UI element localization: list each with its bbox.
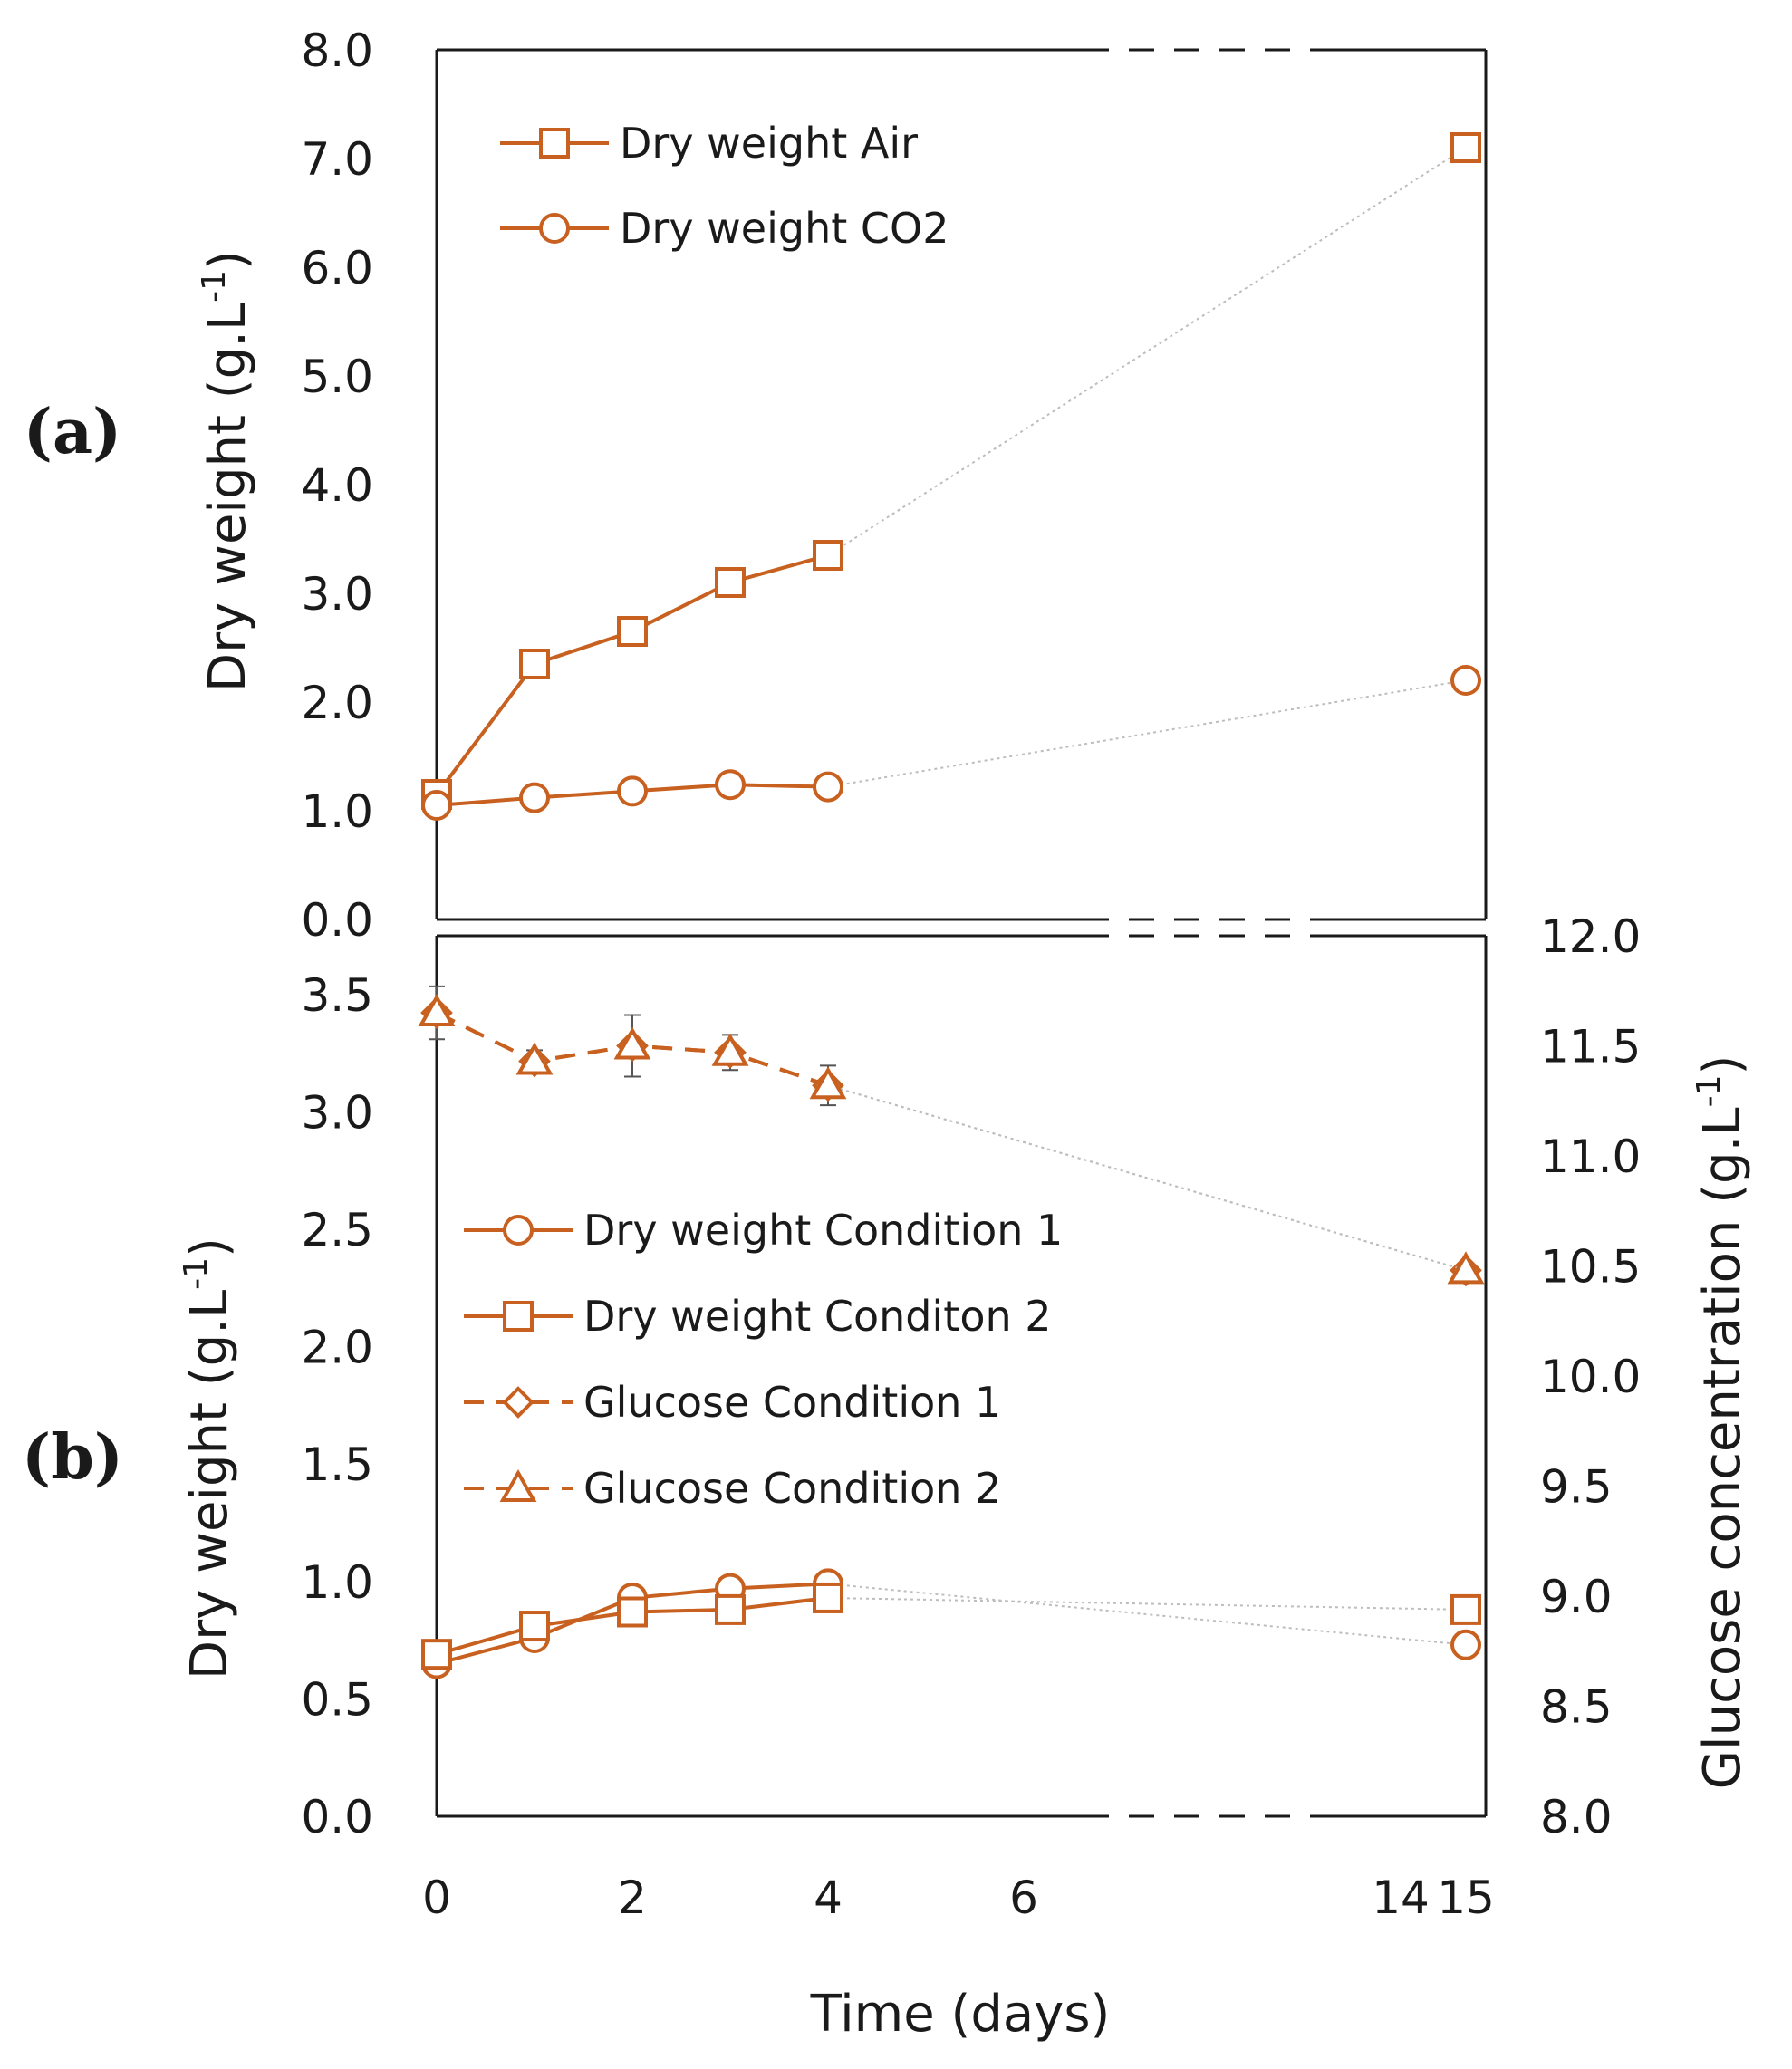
data-point-b1-2 bbox=[617, 1596, 648, 1628]
data-point-b1-4 bbox=[813, 1582, 843, 1613]
legend-label-2: Glucose Condition 1 bbox=[583, 1378, 1001, 1427]
series-line-a0 bbox=[435, 553, 829, 796]
x-tick-label-3: 6 bbox=[1009, 1872, 1038, 1924]
x-tick-label-1: 2 bbox=[618, 1872, 647, 1924]
data-point-a1-1 bbox=[519, 782, 550, 813]
x-tick-label-5: 15 bbox=[1437, 1872, 1495, 1924]
y-tick-label-b-0: 0.0 bbox=[301, 1791, 373, 1843]
data-point-a1-0 bbox=[421, 790, 452, 821]
y-axis-title-a: Dry weight (g.L-1) bbox=[196, 250, 257, 692]
chart-b: 0.0 0.5 1.0 1.5 2.0 2.5 3.0 3.5 8.0 8.5 9.0 9.5 10.0… bbox=[22, 910, 1752, 2044]
data-point-a0-4 bbox=[813, 540, 843, 571]
data-point-b3-2 bbox=[613, 1026, 651, 1060]
series-connector-b3 bbox=[827, 1084, 1467, 1272]
y-tick-label-b-4: 2.0 bbox=[301, 1322, 373, 1374]
x-tick-label-2: 4 bbox=[814, 1872, 843, 1924]
legend-marker-2 bbox=[502, 1386, 535, 1419]
y2-tick-label-b-1: 8.5 bbox=[1540, 1681, 1613, 1734]
data-point-a0-3 bbox=[715, 567, 746, 598]
panel-label-b: (b) bbox=[22, 1421, 123, 1494]
y-tick-label-a-8: 8.0 bbox=[301, 24, 373, 77]
y2-tick-label-b-0: 8.0 bbox=[1540, 1791, 1613, 1843]
series-connector-b0 bbox=[827, 1583, 1467, 1646]
data-point-a1-5 bbox=[1450, 665, 1481, 696]
y-tick-label-b-2: 1.0 bbox=[301, 1556, 373, 1609]
y-tick-label-b-7: 3.5 bbox=[301, 969, 373, 1022]
y-tick-label-a-1: 1.0 bbox=[301, 785, 373, 838]
legend-marker-0 bbox=[539, 128, 570, 159]
y-tick-label-a-5: 5.0 bbox=[301, 351, 373, 403]
data-point-b3-5 bbox=[1447, 1251, 1485, 1285]
legend-marker-3 bbox=[499, 1468, 537, 1502]
legend-label-1: Dry weight Conditon 2 bbox=[583, 1292, 1052, 1341]
panel-label-a: (a) bbox=[24, 396, 121, 468]
y2-tick-label-b-4: 10.0 bbox=[1540, 1351, 1641, 1403]
data-point-b1-5 bbox=[1450, 1593, 1481, 1625]
y-tick-label-b-1: 0.5 bbox=[301, 1673, 373, 1726]
data-point-b1-1 bbox=[519, 1611, 550, 1642]
data-point-a1-2 bbox=[617, 775, 648, 807]
y-tick-label-b-6: 3.0 bbox=[301, 1086, 373, 1139]
y-tick-label-a-3: 3.0 bbox=[301, 568, 373, 621]
y2-tick-label-b-6: 11.0 bbox=[1540, 1131, 1641, 1183]
y-tick-label-a-6: 6.0 bbox=[301, 242, 373, 294]
data-point-b3-0 bbox=[418, 993, 456, 1027]
y-tick-label-a-0: 0.0 bbox=[301, 894, 373, 947]
series-connector-a1 bbox=[827, 679, 1467, 788]
y-tick-label-a-7: 7.0 bbox=[301, 133, 373, 186]
data-point-b3-4 bbox=[809, 1066, 847, 1100]
x-axis-title: Time (days) bbox=[810, 1985, 1111, 2044]
chart-a: 0.0 1.0 2.0 3.0 4.0 5.0 6.0 7.0 8.0 Dry weight (g… bbox=[24, 24, 1488, 947]
legend-label-1: Dry weight CO2 bbox=[620, 204, 949, 253]
y2-tick-label-b-8: 12.0 bbox=[1540, 910, 1641, 963]
data-point-a0-2 bbox=[617, 616, 648, 647]
y-tick-label-a-2: 2.0 bbox=[301, 677, 373, 729]
legend-marker-0 bbox=[503, 1215, 534, 1246]
data-point-a1-3 bbox=[715, 769, 746, 801]
data-point-a1-4 bbox=[813, 771, 843, 803]
data-point-a0-5 bbox=[1450, 132, 1481, 163]
y2-tick-label-b-3: 9.5 bbox=[1540, 1461, 1613, 1514]
legend-label-0: Dry weight Condition 1 bbox=[583, 1206, 1063, 1255]
y2-tick-label-b-7: 11.5 bbox=[1540, 1021, 1641, 1073]
legend-label-0: Dry weight Air bbox=[620, 119, 918, 168]
data-point-b0-5 bbox=[1450, 1629, 1481, 1660]
y2-tick-label-b-5: 10.5 bbox=[1540, 1241, 1641, 1294]
data-point-a0-1 bbox=[519, 649, 550, 679]
data-point-b1-0 bbox=[421, 1639, 452, 1670]
y-tick-label-a-4: 4.0 bbox=[301, 459, 373, 512]
y2-axis-title-b: Glucose concentration (g.L-1) bbox=[1691, 1055, 1752, 1790]
legend-marker-1 bbox=[539, 213, 570, 244]
data-point-b3-3 bbox=[711, 1033, 749, 1066]
legend-marker-1 bbox=[503, 1301, 534, 1332]
y-axis-title-b: Dry weight (g.L-1) bbox=[178, 1237, 239, 1679]
y-tick-label-b-5: 2.5 bbox=[301, 1204, 373, 1256]
data-point-b3-1 bbox=[515, 1042, 554, 1075]
x-tick-label-4: 14 bbox=[1372, 1872, 1430, 1924]
legend-label-3: Glucose Condition 2 bbox=[583, 1464, 1001, 1513]
x-tick-label-0: 0 bbox=[422, 1872, 451, 1924]
series-connector-b1 bbox=[827, 1596, 1467, 1611]
y2-tick-label-b-2: 9.0 bbox=[1540, 1571, 1613, 1623]
y-tick-label-b-3: 1.5 bbox=[301, 1439, 373, 1491]
data-point-b1-3 bbox=[715, 1593, 746, 1625]
